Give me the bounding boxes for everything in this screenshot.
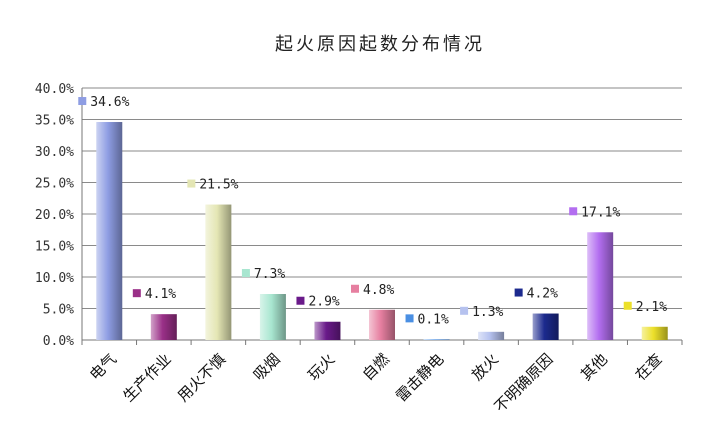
y-tick-label: 25.0%: [35, 177, 74, 192]
data-label-key: [623, 301, 632, 310]
x-category-label: 吸烟: [250, 350, 284, 384]
x-category-label: 其他: [577, 350, 611, 384]
y-tick-label: 0.0%: [43, 334, 74, 349]
x-category-label: 生产作业: [119, 350, 174, 405]
data-label-key: [460, 306, 469, 315]
data-label: 4.8%: [363, 283, 394, 298]
bar: [314, 321, 341, 340]
x-category-label: 玩火: [304, 350, 338, 384]
data-label-key: [241, 269, 250, 278]
data-label: 0.1%: [418, 312, 449, 327]
bar: [369, 309, 395, 340]
x-category-label: 雷击静电: [392, 350, 447, 405]
data-label: 4.1%: [145, 287, 176, 302]
x-category-label: 用火不慎: [174, 350, 229, 405]
data-label: 17.1%: [581, 205, 620, 220]
bar: [205, 204, 232, 340]
bar: [423, 339, 450, 340]
y-tick-label: 15.0%: [35, 240, 74, 255]
data-label: 7.3%: [254, 267, 285, 282]
bar: [532, 313, 559, 340]
data-label-key: [187, 179, 196, 188]
bar: [96, 122, 123, 341]
data-label-key: [78, 97, 87, 106]
y-tick-label: 30.0%: [35, 145, 74, 160]
data-label-key: [514, 288, 523, 297]
bars: [96, 122, 668, 341]
data-label-key: [132, 289, 141, 298]
data-label: 34.6%: [90, 95, 129, 110]
data-label-key: [569, 207, 578, 216]
gridlines: [82, 87, 682, 309]
x-category-label: 在查: [632, 350, 666, 384]
bar: [641, 326, 668, 340]
data-label-key: [405, 314, 414, 323]
data-label: 4.2%: [527, 287, 558, 302]
data-label-key: [296, 296, 305, 305]
data-label-key: [351, 284, 359, 293]
y-tick-label: 20.0%: [35, 208, 74, 223]
data-label: 2.1%: [636, 300, 667, 315]
y-tick-label: 5.0%: [43, 303, 74, 318]
bar: [150, 314, 177, 340]
x-category-label: 放火: [468, 350, 502, 384]
data-label: 21.5%: [199, 178, 238, 193]
x-category-label: 电气: [86, 350, 120, 384]
data-label: 1.3%: [472, 305, 503, 320]
data-label: 2.9%: [308, 295, 339, 310]
x-category-label: 不明确原因: [491, 350, 557, 416]
chart-title: 起火原因起数分布情况: [275, 34, 485, 55]
y-tick-label: 35.0%: [35, 114, 74, 129]
y-tick-label: 40.0%: [35, 82, 74, 97]
bar: [478, 331, 505, 340]
data-labels: 34.6% 4.1% 21.5% 7.3% 2.9% 4.8% 0.1% 1.3% 4.2% 17…: [78, 95, 667, 327]
bar: [259, 294, 286, 340]
x-category-label: 自燃: [359, 350, 393, 384]
y-tick-label: 10.0%: [35, 271, 74, 286]
bar: [587, 232, 614, 340]
